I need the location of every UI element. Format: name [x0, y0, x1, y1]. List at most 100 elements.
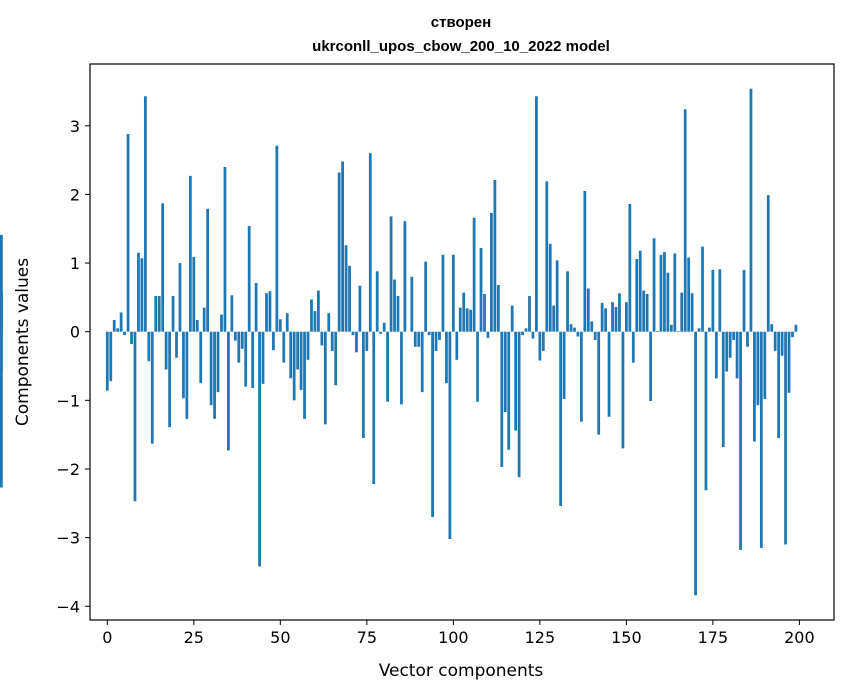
bar-117 — [510, 305, 514, 332]
bar-140 — [590, 321, 594, 332]
bar-66 — [334, 331, 338, 386]
bar-185 — [746, 331, 749, 347]
bar-106 — [472, 217, 476, 332]
bar-74 — [361, 331, 365, 439]
bar-8 — [133, 331, 137, 502]
bar-76 — [368, 153, 372, 332]
bar-51 — [282, 331, 286, 363]
bar-40 — [244, 331, 248, 387]
bar-146 — [611, 302, 614, 332]
bar-170 — [694, 331, 697, 596]
bar-158 — [652, 238, 656, 332]
bar-53 — [289, 331, 293, 379]
bar-55 — [296, 331, 300, 370]
bar-39 — [240, 331, 244, 349]
bar-174 — [708, 327, 711, 332]
bar-63 — [323, 331, 327, 425]
bar-43 — [254, 282, 258, 332]
bar-41 — [247, 226, 251, 332]
bar-193 — [773, 331, 777, 351]
bar-79 — [379, 331, 383, 334]
bar-171 — [697, 328, 701, 332]
bar-7 — [130, 331, 133, 345]
y-tick-label: −2 — [56, 460, 80, 479]
x-tick-label: 150 — [611, 628, 642, 647]
bar-116 — [507, 331, 511, 450]
bar-183 — [739, 331, 742, 550]
bar-194 — [777, 331, 781, 439]
bar-30 — [209, 331, 213, 406]
bar-179 — [725, 331, 729, 372]
bar-83 — [393, 279, 396, 332]
bar-137 — [580, 331, 583, 422]
bar-125 — [538, 331, 542, 361]
bar-13 — [150, 331, 154, 444]
bar-68 — [341, 161, 344, 332]
bar-61 — [317, 290, 320, 332]
y-tick-label: −4 — [56, 597, 80, 616]
bar-10 — [140, 258, 144, 332]
bar-190 — [763, 331, 767, 399]
bar-189 — [759, 331, 763, 548]
bar-115 — [503, 331, 507, 413]
bar-182 — [735, 331, 739, 379]
bar-37 — [233, 331, 237, 341]
bar-34 — [223, 166, 227, 332]
x-tick-label: 100 — [438, 628, 469, 647]
bar-58 — [306, 331, 310, 360]
x-tick-label: 75 — [357, 628, 377, 647]
bar-64 — [327, 313, 331, 332]
bar-85 — [400, 331, 403, 405]
bar-129 — [552, 305, 556, 332]
bar-12 — [147, 331, 151, 362]
bar-14 — [154, 296, 158, 332]
bar-126 — [541, 331, 545, 351]
bar-97 — [441, 254, 445, 332]
bar-46 — [265, 293, 268, 332]
bar-167 — [683, 109, 687, 332]
bar-71 — [351, 331, 355, 336]
bar-2 — [112, 320, 116, 332]
bar-161 — [663, 252, 666, 332]
bar-133 — [566, 271, 569, 332]
bar-69 — [344, 245, 348, 332]
bar-127 — [545, 181, 549, 332]
bar-130 — [555, 260, 559, 332]
x-tick-label: 0 — [102, 628, 112, 647]
y-tick-label: −1 — [56, 391, 80, 410]
bar-122 — [528, 296, 531, 332]
bar-0 — [105, 331, 109, 391]
bar-93 — [427, 331, 431, 336]
bar-169 — [690, 293, 694, 332]
bar-142 — [597, 331, 601, 435]
bar-147 — [614, 306, 618, 332]
bar-17 — [164, 331, 168, 370]
bar-176 — [714, 331, 718, 379]
bar-162 — [666, 272, 670, 332]
bar-138 — [583, 190, 587, 332]
bar-undefined — [0, 293, 3, 332]
bar-134 — [569, 324, 573, 332]
bar-186 — [749, 88, 753, 332]
bar-99 — [448, 331, 452, 539]
bar-91 — [420, 331, 424, 393]
bar-109 — [483, 293, 486, 332]
bar-124 — [535, 96, 538, 332]
chart-title-line2: ukrconll_upos_cbow_200_10_2022 model — [312, 38, 610, 55]
y-axis-label: Components values — [13, 258, 33, 426]
bar-111 — [490, 212, 493, 332]
bar-100 — [451, 254, 455, 332]
bar-67 — [337, 172, 341, 332]
bar-31 — [213, 331, 216, 419]
bar-28 — [202, 307, 206, 332]
bar-163 — [669, 324, 673, 332]
x-tick-label: 50 — [270, 628, 290, 647]
y-tick-label: 3 — [70, 117, 80, 136]
bar-184 — [742, 269, 746, 332]
bar-177 — [718, 269, 722, 332]
bar-47 — [268, 291, 272, 332]
bar-45 — [261, 331, 265, 384]
bar-9 — [137, 252, 140, 332]
bar-22 — [182, 331, 185, 399]
bar-151 — [628, 204, 632, 332]
